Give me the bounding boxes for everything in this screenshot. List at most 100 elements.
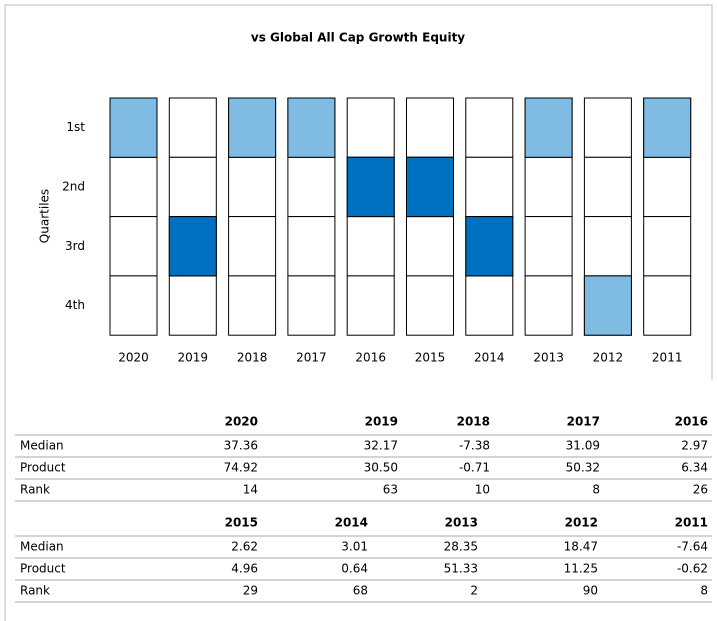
quartile-mark bbox=[406, 156, 454, 218]
x-tick-label: 2016 bbox=[355, 351, 386, 365]
quartile-label: 2nd bbox=[62, 179, 85, 193]
cell-value: 50.32 bbox=[566, 461, 600, 475]
column-header: 2015 bbox=[225, 516, 258, 530]
column-header: 2014 bbox=[335, 516, 368, 530]
cell-value: -0.71 bbox=[459, 461, 490, 475]
cell-value: -0.62 bbox=[677, 562, 708, 576]
cell bbox=[287, 216, 336, 277]
cell-value: 37.36 bbox=[224, 439, 258, 453]
cell bbox=[583, 156, 632, 218]
row-label: Median bbox=[20, 540, 64, 554]
quartile-mark bbox=[109, 97, 158, 158]
cell bbox=[583, 97, 632, 158]
cell-value: 74.92 bbox=[224, 461, 258, 475]
x-tick-label: 2014 bbox=[474, 351, 505, 365]
column-header: 2011 bbox=[675, 516, 708, 530]
column-header: 2017 bbox=[567, 415, 600, 429]
x-tick-label: 2018 bbox=[237, 351, 268, 365]
x-tick-label: 2017 bbox=[296, 351, 327, 365]
cell-value: 29 bbox=[243, 584, 258, 598]
cell-value: 32.17 bbox=[364, 439, 398, 453]
cell bbox=[346, 216, 395, 277]
cell-value: 8 bbox=[592, 483, 600, 497]
cell-value: 2.62 bbox=[231, 540, 258, 554]
cell bbox=[465, 275, 514, 336]
cell bbox=[465, 156, 514, 218]
cell-value: 2.97 bbox=[681, 439, 708, 453]
row-label: Product bbox=[20, 562, 66, 576]
cell-value: 3.01 bbox=[341, 540, 368, 554]
cell bbox=[109, 275, 158, 336]
row-label: Median bbox=[20, 439, 64, 453]
y-axis-label: Quartiles bbox=[38, 189, 52, 243]
cell-value: 10 bbox=[475, 483, 490, 497]
cell bbox=[643, 275, 692, 336]
quartile-mark bbox=[168, 216, 217, 277]
quartile-label: 1st bbox=[66, 120, 85, 134]
cell-value: 11.25 bbox=[564, 562, 598, 576]
x-tick-label: 2020 bbox=[118, 351, 149, 365]
cell bbox=[109, 156, 158, 218]
cell-value: 68 bbox=[353, 584, 368, 598]
quartile-label: 4th bbox=[65, 298, 85, 312]
cell bbox=[465, 97, 514, 158]
cell-value: -7.64 bbox=[677, 540, 708, 554]
cell-value: 63 bbox=[383, 483, 398, 497]
cell bbox=[228, 216, 277, 277]
x-tick-label: 2015 bbox=[415, 351, 446, 365]
quartile-mark bbox=[287, 97, 336, 158]
frame bbox=[4, 4, 713, 621]
cell-value: 51.33 bbox=[444, 562, 478, 576]
quartile-mark bbox=[346, 156, 395, 218]
cell-value: 2 bbox=[470, 584, 478, 598]
cell bbox=[524, 275, 573, 336]
x-tick-label: 2012 bbox=[593, 351, 624, 365]
cell bbox=[524, 216, 573, 277]
cell-value: 28.35 bbox=[444, 540, 478, 554]
quartile-mark bbox=[524, 97, 573, 158]
cell-value: 0.64 bbox=[341, 562, 368, 576]
quartile-mark bbox=[583, 275, 632, 336]
cell-value: 31.09 bbox=[566, 439, 600, 453]
quartile-label: 3rd bbox=[65, 239, 85, 253]
cell-value: 6.34 bbox=[681, 461, 708, 475]
quartile-mark bbox=[228, 97, 277, 158]
cell bbox=[643, 156, 692, 218]
chart-title: vs Global All Cap Growth Equity bbox=[251, 31, 465, 45]
cell-value: 4.96 bbox=[231, 562, 258, 576]
cell bbox=[406, 275, 454, 336]
column-header: 2020 bbox=[225, 415, 258, 429]
column-header: 2012 bbox=[565, 516, 598, 530]
cell bbox=[168, 275, 217, 336]
cell bbox=[524, 156, 573, 218]
cell bbox=[287, 156, 336, 218]
cell-value: 26 bbox=[693, 483, 708, 497]
cell-value: 8 bbox=[700, 584, 708, 598]
cell bbox=[228, 156, 277, 218]
row-label: Rank bbox=[20, 584, 50, 598]
x-tick-label: 2019 bbox=[178, 351, 209, 365]
column-header: 2016 bbox=[675, 415, 708, 429]
cell bbox=[109, 216, 158, 277]
cell bbox=[583, 216, 632, 277]
cell bbox=[168, 97, 217, 158]
cell bbox=[346, 275, 395, 336]
cell-value: 14 bbox=[243, 483, 258, 497]
quartile-mark bbox=[465, 216, 514, 277]
row-label: Rank bbox=[20, 483, 50, 497]
cell bbox=[287, 275, 336, 336]
x-tick-label: 2011 bbox=[652, 351, 683, 365]
cell-value: 90 bbox=[583, 584, 598, 598]
cell-value: 30.50 bbox=[364, 461, 398, 475]
quartile-mark bbox=[643, 97, 692, 158]
row-label: Product bbox=[20, 461, 66, 475]
x-tick-label: 2013 bbox=[533, 351, 564, 365]
cell bbox=[406, 97, 454, 158]
column-header: 2013 bbox=[445, 516, 478, 530]
column-header: 2018 bbox=[457, 415, 490, 429]
cell bbox=[406, 216, 454, 277]
cell-value: -7.38 bbox=[459, 439, 490, 453]
cell bbox=[643, 216, 692, 277]
cell bbox=[168, 156, 217, 218]
